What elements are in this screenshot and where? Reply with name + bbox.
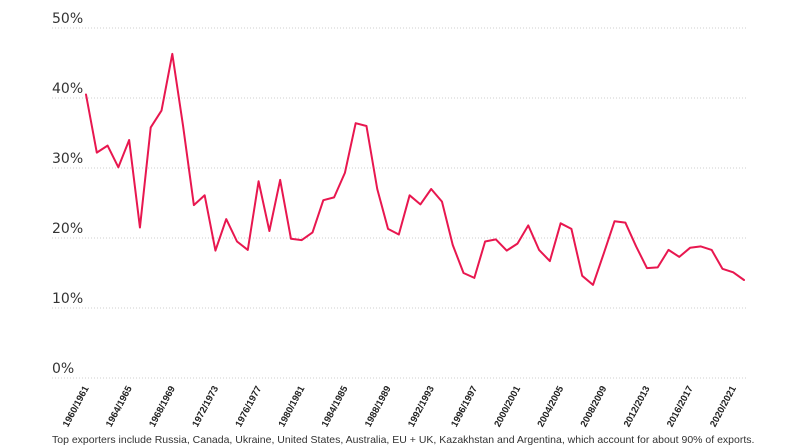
y-tick-label: 40% [52,81,83,97]
series-line [85,52,745,286]
x-tick-label: 2020/2021 [708,384,739,429]
x-tick-label: 1984/1985 [320,384,351,429]
x-tick-label: 2008/2009 [579,384,610,429]
x-tick-label: 1992/1993 [406,384,437,429]
x-tick-label: 1964/1965 [104,384,135,429]
x-tick-label: 1976/1977 [233,384,264,429]
y-tick-label: 0% [52,361,74,377]
x-tick-label: 2000/2001 [492,384,523,429]
y-tick-label: 50% [52,11,83,27]
y-tick-label: 30% [52,151,83,167]
gridlines [52,27,748,379]
x-tick-label: 2004/2005 [535,384,566,429]
x-tick-label: 2012/2013 [622,384,653,429]
x-tick-label: 2016/2017 [665,384,696,429]
y-tick-label: 20% [52,221,83,237]
y-axis-ticks: 0% 10% 20% 30% 40% 50% [52,11,83,377]
x-tick-label: 1996/1997 [449,384,480,429]
y-tick-label: 10% [52,291,83,307]
x-tick-label: 1972/1973 [190,384,221,429]
x-tick-label: 1968/1969 [147,384,178,429]
x-tick-label: 1960/1961 [61,384,92,429]
line-chart: 0% 10% 20% 30% 40% 50% 1960/1961 1964/1965 1968… [52,11,748,429]
x-axis-ticks: 1960/1961 1964/1965 1968/1969 1972/1973 1976… [61,384,739,429]
x-tick-label: 1988/1989 [363,384,394,429]
footnote: Top exporters include Russia, Canada, Uk… [52,434,755,446]
x-tick-label: 1980/1981 [277,384,308,429]
